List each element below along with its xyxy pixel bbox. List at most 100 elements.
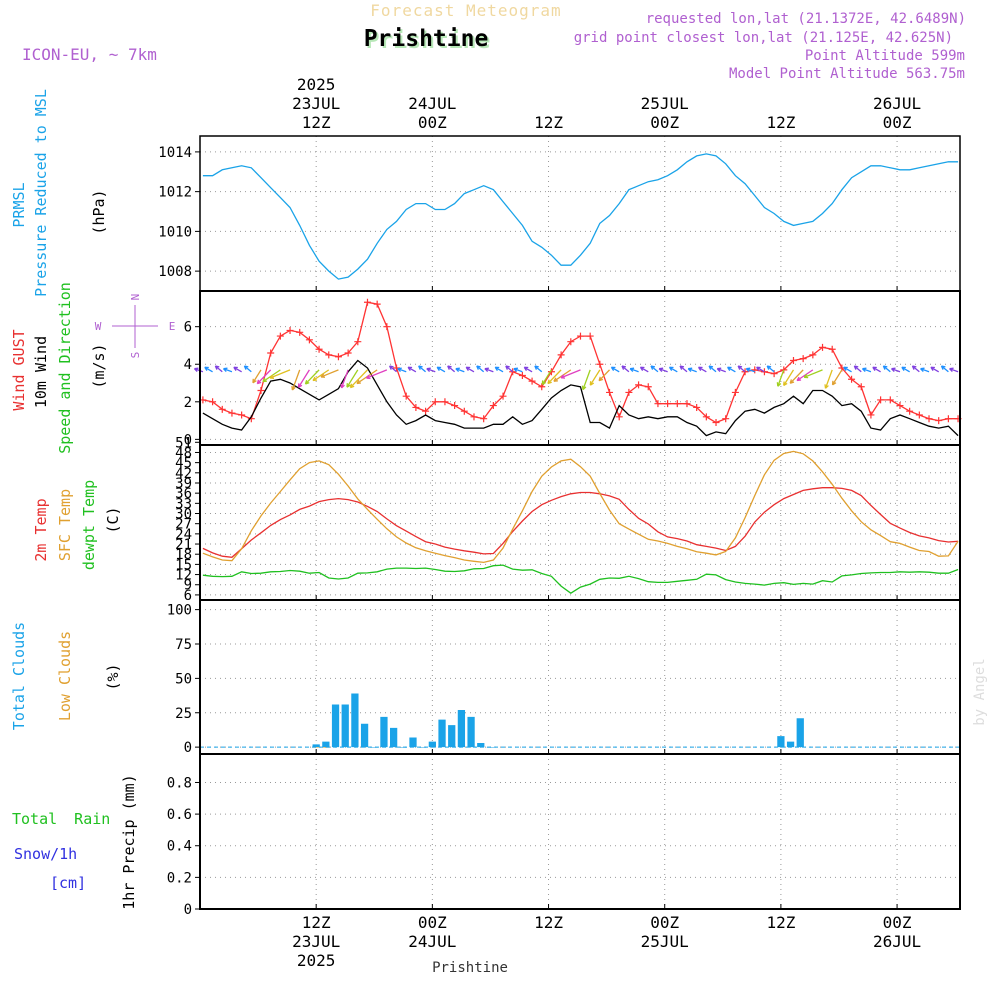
y-tick-label: 0.2 <box>167 870 192 886</box>
wind-arrowhead <box>484 367 489 373</box>
dewpt-label: dewpt Temp <box>80 480 98 570</box>
wind-arrowhead <box>629 367 635 373</box>
wind-arrowhead <box>789 379 795 384</box>
y-tick-label: 45 <box>175 456 192 472</box>
wind-arrow <box>640 366 649 373</box>
wind-arrowhead <box>304 379 310 385</box>
wind-arrowhead <box>312 376 318 382</box>
wind-arrowhead <box>291 385 296 391</box>
wind-arrow <box>523 366 533 373</box>
gust-marker <box>828 345 836 353</box>
wind-arrowhead <box>560 374 566 379</box>
top-time-label: 24JUL <box>408 94 456 113</box>
wind-arrowhead <box>505 365 510 370</box>
wind-panel: 0 2 4 6 <box>184 290 962 448</box>
wind-arrow <box>746 368 755 373</box>
gust-marker <box>402 392 410 400</box>
wind-arrow <box>256 369 272 385</box>
wind-compass: N S W E <box>95 294 176 359</box>
wind-arrowhead <box>882 365 888 370</box>
top-time-label: 12Z <box>302 113 331 132</box>
gust-marker <box>286 326 294 334</box>
y-tick-label: 51 <box>175 435 192 451</box>
total-clouds-bar <box>477 743 485 748</box>
wind-arrow <box>650 365 659 373</box>
bottom-location: Prishtine <box>432 960 508 976</box>
y-tick-label: 0.4 <box>167 839 192 855</box>
gust-marker <box>489 402 497 410</box>
gust-marker <box>857 383 865 391</box>
y-tick-label: 75 <box>175 637 192 653</box>
gust-marker <box>886 396 894 404</box>
meteogram-title: Forecast Meteogram <box>370 1 561 20</box>
wind-arrowhead <box>853 365 859 370</box>
rain-label: Total Rain <box>12 810 110 828</box>
wind-arrow <box>789 369 804 384</box>
sfc-temp-label: SFC Temp <box>56 489 74 561</box>
clouds-unit: (%) <box>104 663 122 690</box>
wind-arrow <box>426 368 436 373</box>
wind-arrowhead <box>872 366 877 371</box>
wind-arrow <box>269 369 291 379</box>
wind-arrow <box>252 369 262 384</box>
gust-marker <box>344 349 352 357</box>
gust-marker <box>276 332 284 340</box>
top-time-label: 12Z <box>766 113 795 132</box>
total-clouds-bar <box>457 710 466 748</box>
requested-coordinates: requested lon,lat (21.1372E, 42.6489N) <box>646 11 966 27</box>
gust-marker <box>799 355 807 363</box>
bottom-time-label: 00Z <box>883 913 912 932</box>
wind-arrow <box>777 369 785 387</box>
gust-marker <box>702 413 710 421</box>
total-clouds-bar <box>351 693 359 748</box>
gust-marker <box>867 411 875 419</box>
wind-arrowhead <box>756 366 761 371</box>
wind-arrow <box>783 369 795 386</box>
wind-label: 10m Wind <box>32 336 50 408</box>
grid-point-coordinates: grid point closest lon,lat (21.125E, 42.… <box>574 30 953 46</box>
gust-marker <box>596 360 604 368</box>
gust-marker <box>218 405 226 413</box>
wind-unit: (m/s) <box>90 343 108 388</box>
sfc-temp-line <box>202 450 959 564</box>
wind-arrow <box>447 365 456 373</box>
wind-arrowhead <box>861 367 867 373</box>
wind-arrowhead <box>269 374 275 379</box>
wind-arrow <box>407 366 417 373</box>
wind-arrowhead <box>447 365 452 370</box>
bottom-time-label: 23JUL <box>292 932 340 951</box>
gust-marker <box>751 366 759 374</box>
pressure-unit: (hPa) <box>90 189 108 234</box>
precip-unit: 1hr Precip (mm) <box>120 774 138 909</box>
y-tick-label: 6 <box>184 320 192 336</box>
y-tick-label: 1008 <box>158 264 192 280</box>
wind-arrowhead <box>455 367 460 373</box>
gust-marker <box>576 332 584 340</box>
y-tick-label: 9 <box>184 578 192 594</box>
wind-arrowhead <box>824 384 829 389</box>
wind-arrowhead <box>214 365 220 370</box>
y-tick-label: 2 <box>184 395 192 411</box>
y-tick-label: 48 <box>175 445 192 461</box>
wind-arrowhead <box>803 373 809 379</box>
gust-marker <box>499 392 507 400</box>
wind-arrow <box>194 368 204 373</box>
wind-arrow <box>366 369 388 379</box>
wind-arrow <box>669 366 678 373</box>
wind-arrowhead <box>193 367 199 373</box>
panel-frame <box>199 753 961 910</box>
wind-arrow <box>243 365 252 373</box>
gust-marker <box>848 375 856 383</box>
wind-arrow <box>389 365 397 373</box>
wind-arrowhead <box>598 376 604 382</box>
gust-marker <box>480 415 488 423</box>
wind-arrowhead <box>523 366 529 371</box>
wind-arrow <box>455 368 465 373</box>
gust-marker <box>460 407 468 415</box>
gust-marker <box>557 351 565 359</box>
wind-arrow <box>304 369 320 385</box>
gust-marker <box>267 349 275 357</box>
